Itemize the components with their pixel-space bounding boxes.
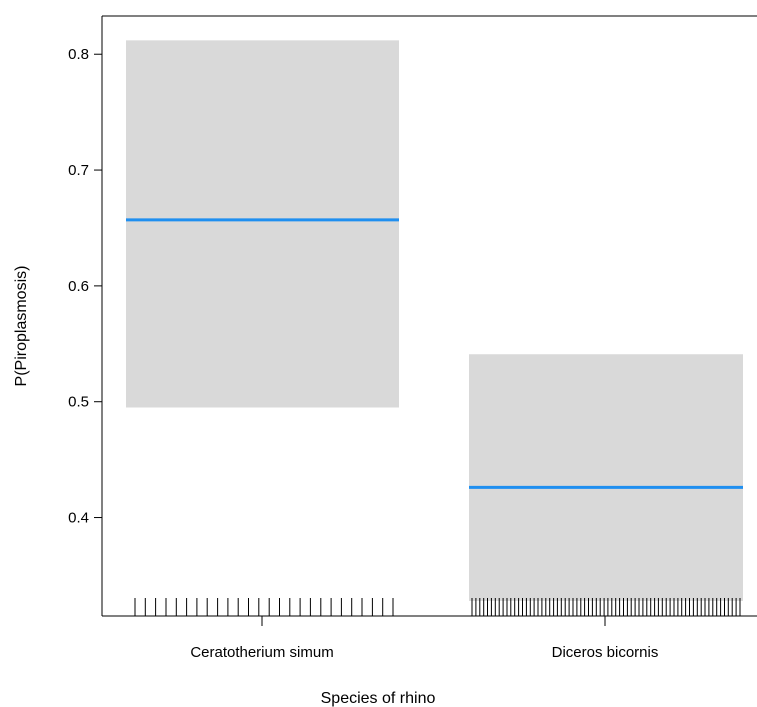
x-tick-label: Diceros bicornis [552,644,659,661]
y-tick-label: 0.8 [68,46,89,63]
y-tick-label: 0.6 [68,278,89,295]
y-axis-title: P(Piroplasmosis) [13,266,30,387]
x-tick-label: Ceratotherium simum [190,644,333,661]
y-ticks: 0.4 0.5 0.6 0.7 0.8 [68,46,102,527]
y-tick-label: 0.7 [68,162,89,179]
x-ticks: Ceratotherium simum Diceros bicornis [190,616,658,661]
y-tick-label: 0.5 [68,394,89,411]
y-tick-label: 0.4 [68,510,89,527]
ci-band [469,354,743,601]
rug-marks [134,598,741,616]
estimate-lines [126,218,743,489]
x-axis-title: Species of rhino [321,690,436,707]
ci-band [126,40,399,408]
ci-bands [126,40,743,601]
